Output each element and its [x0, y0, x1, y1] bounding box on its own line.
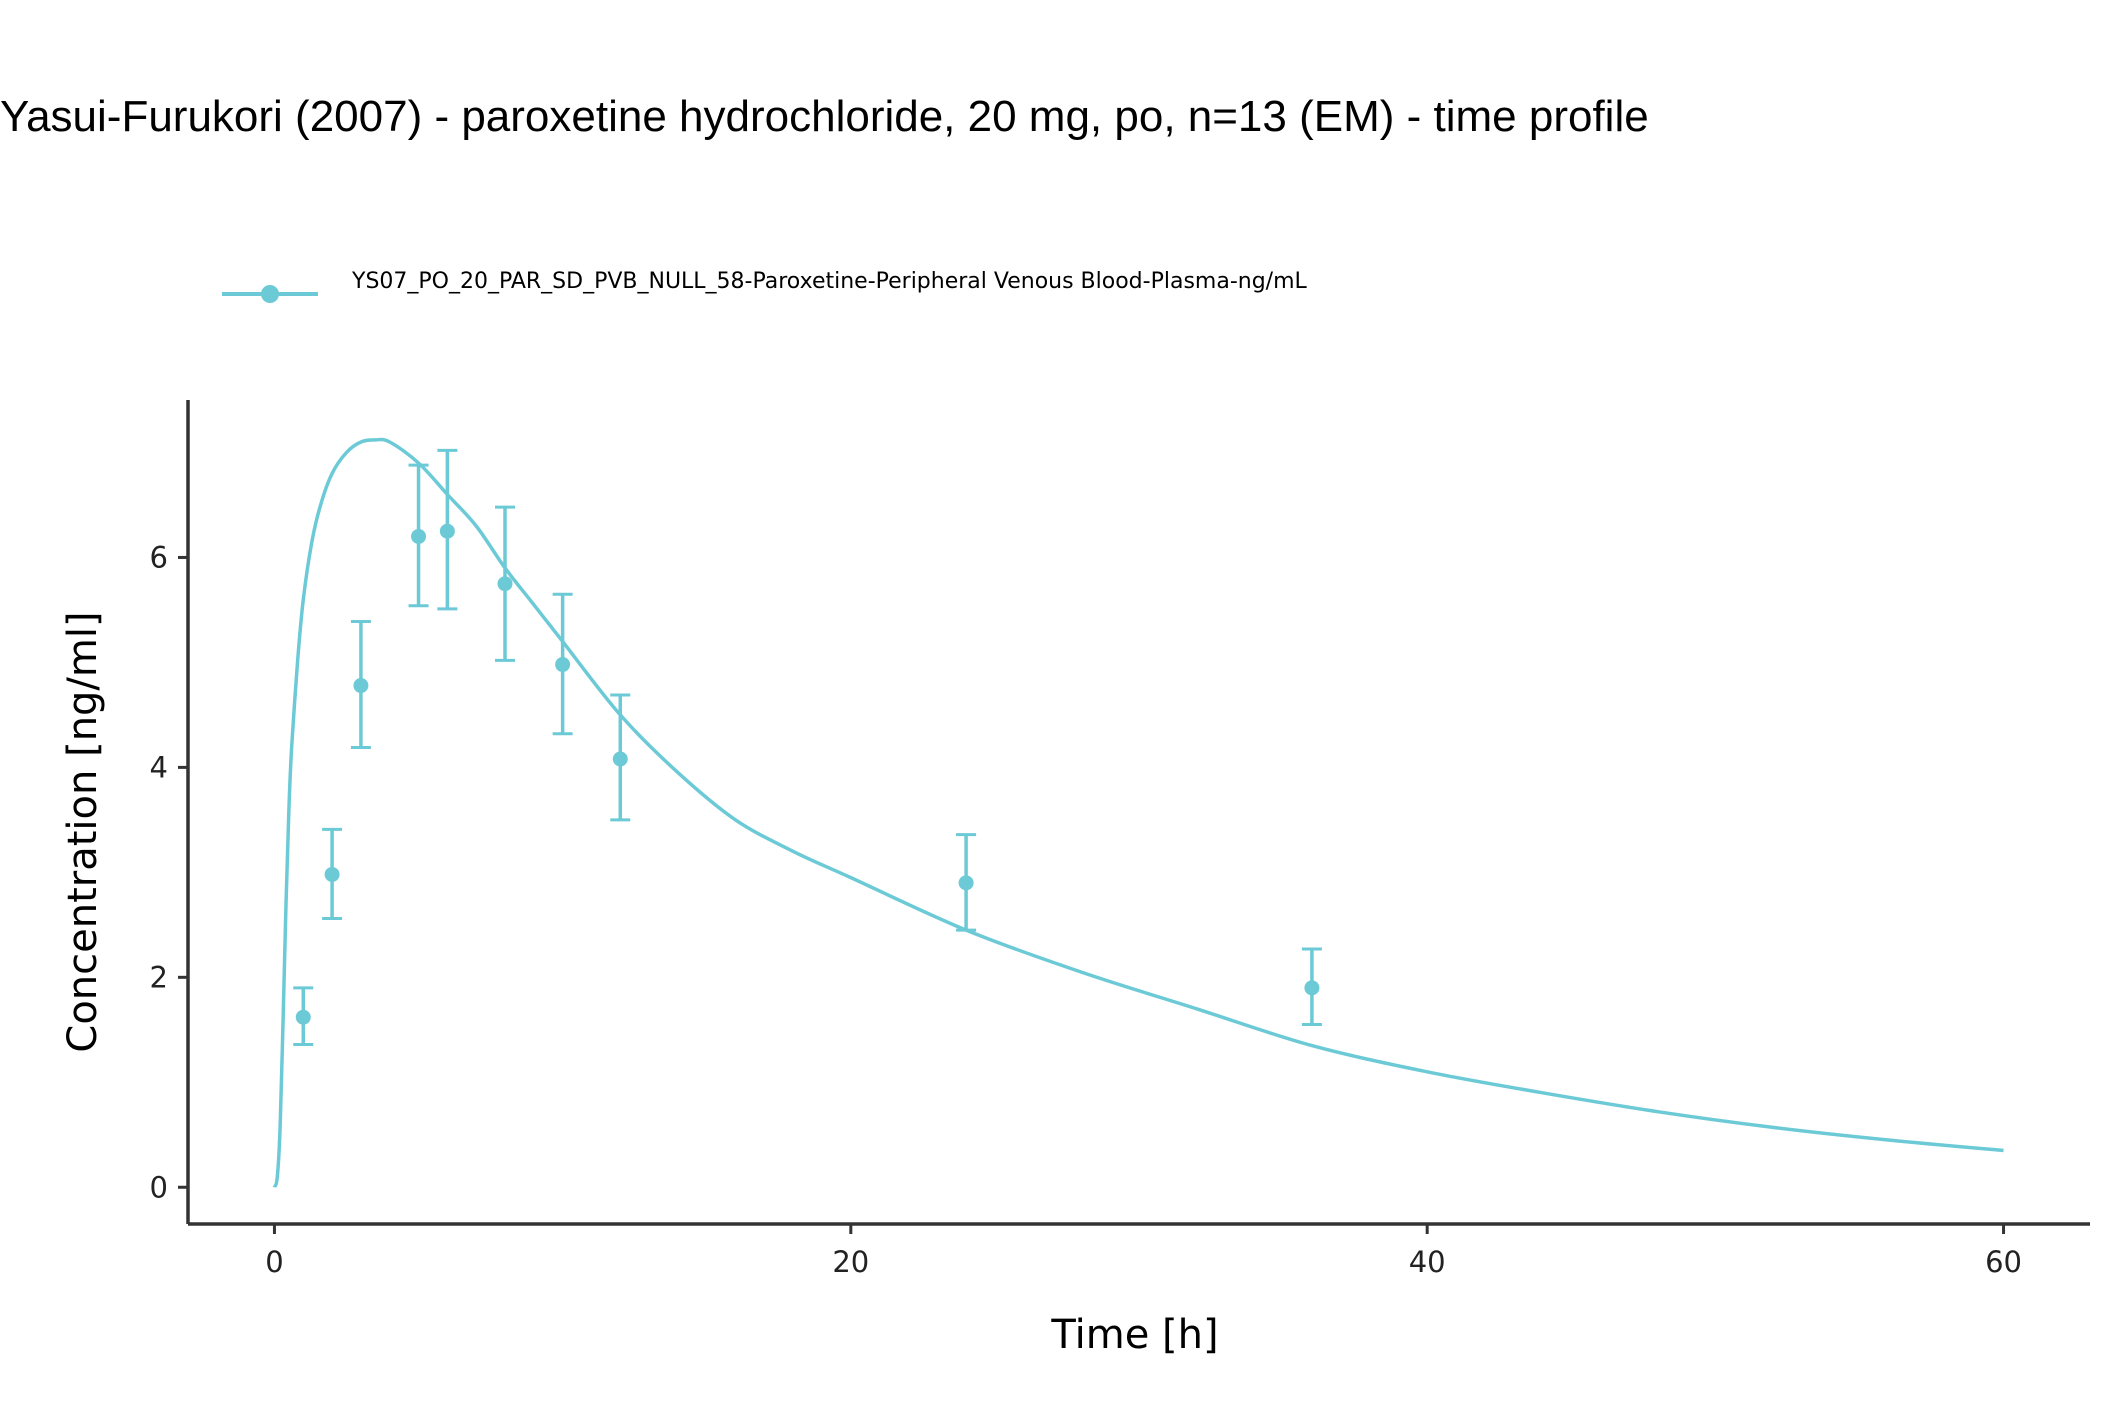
- observed-point: [439, 523, 455, 539]
- observed-point: [958, 875, 974, 891]
- chart-title: Yasui-Furukori (2007) - paroxetine hydro…: [0, 92, 1649, 141]
- y-tick-label: 6: [150, 540, 168, 574]
- x-tick-label: 60: [1985, 1245, 2022, 1279]
- x-tick-label: 20: [832, 1245, 869, 1279]
- simulated-curve: [272, 437, 2004, 1188]
- observed-point: [1304, 980, 1320, 996]
- y-tick-label: 2: [150, 960, 168, 994]
- y-axis-title: Concentration [ng/ml]: [60, 611, 106, 1052]
- x-tick-label: 40: [1409, 1245, 1446, 1279]
- observed-point: [555, 657, 571, 673]
- observed-point: [324, 866, 340, 882]
- y-tick-label: 4: [150, 750, 168, 784]
- x-axis-title: Time [h]: [1050, 1312, 1218, 1358]
- observed-point: [411, 528, 427, 544]
- legend-label: YS07_PO_20_PAR_SD_PVB_NULL_58-Paroxetine…: [352, 269, 1307, 294]
- observed-point: [295, 1009, 311, 1025]
- y-tick-label: 0: [150, 1170, 168, 1204]
- x-tick-label: 0: [265, 1245, 283, 1279]
- observed-point: [353, 678, 369, 694]
- observed-point: [497, 576, 513, 592]
- legend-marker-swatch: [261, 285, 279, 303]
- observed-point: [612, 751, 628, 767]
